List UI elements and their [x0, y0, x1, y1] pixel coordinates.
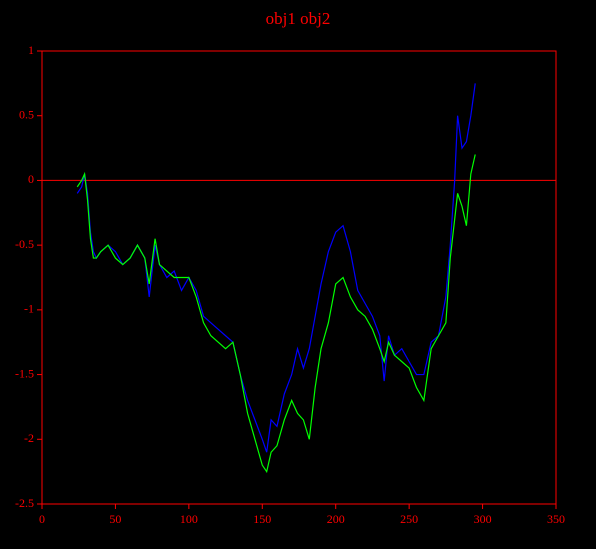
x-tick-label: 200 — [327, 512, 345, 526]
y-tick-label: -2.5 — [15, 496, 34, 510]
y-tick-label: -2 — [24, 431, 34, 445]
x-tick-label: 300 — [474, 512, 492, 526]
y-tick-label: -0.5 — [15, 237, 34, 251]
plot-frame — [41, 50, 557, 505]
x-tick-label: 0 — [39, 512, 45, 526]
y-tick-label: 1 — [28, 43, 34, 57]
chart-title: obj1 obj2 — [266, 9, 331, 28]
y-tick-label: -1 — [24, 302, 34, 316]
x-tick-label: 150 — [253, 512, 271, 526]
y-tick-label: -1.5 — [15, 366, 34, 380]
y-tick-label: 0 — [28, 172, 34, 186]
x-tick-label: 100 — [180, 512, 198, 526]
series-line — [76, 154, 476, 474]
x-tick-label: 350 — [547, 512, 565, 526]
x-tick-label: 50 — [109, 512, 121, 526]
x-tick-label: 250 — [400, 512, 418, 526]
series-line — [76, 83, 476, 453]
y-tick-label: 0.5 — [19, 107, 34, 121]
